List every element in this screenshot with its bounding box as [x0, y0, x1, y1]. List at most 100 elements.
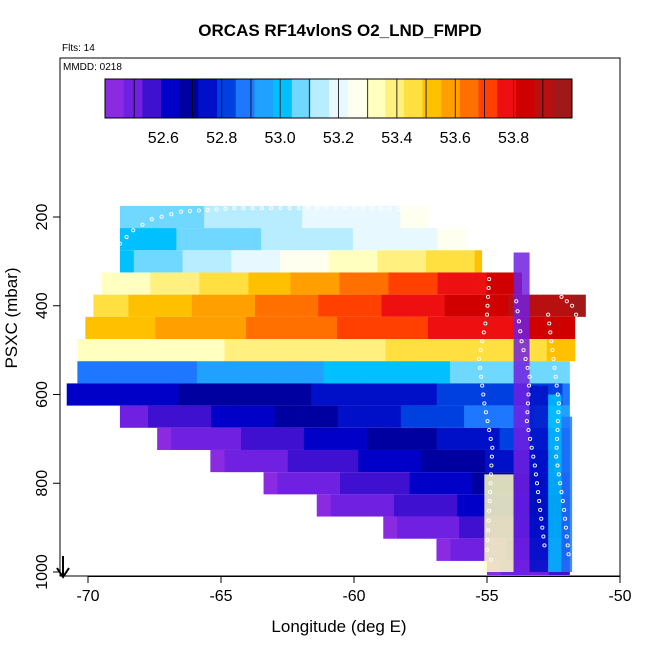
heatmap-cell-7-41 [365, 361, 374, 384]
heatmap-cell-12-11 [340, 472, 348, 495]
heatmap-cell-3-18 [227, 272, 235, 295]
heatmap-cell-1-48 [458, 228, 467, 251]
heatmap-cell-8-34 [304, 383, 312, 406]
heatmap-cell-4-30 [304, 294, 312, 317]
heatmap-cell-9-36 [372, 405, 381, 428]
heatmap-cell-5-66 [546, 316, 555, 340]
heatmap-cell-3-49 [444, 272, 452, 295]
profile-column-0 [484, 474, 514, 573]
heatmap-cell-9-27 [309, 405, 317, 428]
heatmap-cell-3-50 [451, 272, 459, 295]
heatmap-cell-0-3 [140, 205, 149, 229]
heatmap-cell-9-16 [232, 405, 240, 428]
heatmap-cell-6-66 [539, 339, 548, 362]
heatmap-cell-1-47 [451, 228, 460, 251]
heatmap-cell-14-14 [479, 516, 488, 539]
heatmap-cell-7-42 [372, 361, 381, 384]
heatmap-cell-1-36 [373, 228, 382, 251]
track-point-3-25 [564, 534, 569, 539]
heatmap-cell-4-34 [332, 294, 340, 317]
heatmap-cell-9-31 [337, 405, 346, 428]
heatmap-cell-5-37 [344, 316, 352, 340]
heatmap-cell-4-52 [458, 294, 467, 317]
heatmap-cell-2-35 [363, 250, 371, 273]
heatmap-cell-3-24 [269, 272, 277, 295]
heatmap-cell-3-17 [220, 272, 228, 295]
heatmap-cell-12-27 [451, 472, 459, 495]
track-point-3-18 [556, 472, 561, 477]
track-point-2-12 [525, 410, 530, 415]
track-point-2-26 [541, 534, 546, 539]
heatmap-cell-12-16 [374, 472, 383, 495]
heatmap-cell-3-12 [185, 272, 193, 295]
heatmap-cell-5-45 [399, 316, 408, 340]
heatmap-cell-13-0 [316, 494, 325, 517]
track-point-2-10 [526, 392, 531, 397]
heatmap-cell-10-41 [443, 427, 452, 450]
heatmap-cell-0-2 [133, 205, 142, 229]
heatmap-cell-6-8 [133, 339, 141, 362]
heatmap-cell-11-10 [280, 449, 289, 473]
heatmap-cell-10-44 [464, 427, 473, 450]
heatmap-cell-12-17 [381, 472, 390, 495]
heatmap-cell-15-2 [450, 538, 458, 561]
heatmap-cell-10-15 [261, 427, 270, 450]
colorbar-tick-label: 52.6 [148, 130, 179, 147]
track-point-2-14 [526, 427, 531, 433]
heatmap-cell-9-21 [267, 405, 275, 428]
track-point-4-2 [570, 303, 575, 308]
heatmap-cell-13-10 [386, 494, 395, 517]
heatmap-cell-4-35 [339, 294, 347, 317]
colorbar-tick-label: 53.0 [265, 130, 296, 147]
heatmap-cell-13-6 [358, 494, 367, 517]
heatmap-cell-7-69 [562, 361, 570, 384]
heatmap-cell-7-10 [147, 361, 156, 384]
track-point-2-9 [526, 383, 532, 388]
track-point-2-16 [529, 445, 534, 450]
heatmap-cell-6-18 [203, 339, 211, 362]
heatmap-cell-4-0 [93, 294, 101, 317]
heatmap-cell-3-15 [206, 272, 214, 295]
heatmap-cell-0-37 [379, 205, 387, 229]
heatmap-cell-8-38 [332, 383, 340, 406]
track-point-3-26 [565, 543, 570, 548]
heatmap-cell-3-58 [507, 272, 515, 295]
heatmap-cell-8-6 [108, 383, 116, 406]
heatmap-cell-7-55 [464, 361, 472, 384]
heatmap-cell-9-63 [562, 405, 570, 428]
track-point-2-13 [524, 419, 529, 424]
track-point-0-17 [269, 206, 274, 211]
track-point-1-7 [485, 303, 490, 308]
heatmap-cell-6-0 [77, 339, 85, 362]
heatmap-cell-2-45 [432, 250, 441, 273]
heatmap-cell-9-49 [464, 405, 472, 428]
heatmap-cell-2-19 [252, 250, 260, 273]
heatmap-cell-8-8 [122, 383, 130, 406]
track-point-2-24 [539, 516, 544, 521]
heatmap-cell-5-69 [567, 316, 576, 340]
heatmap-cell-5-68 [560, 316, 569, 340]
heatmap-cell-5-46 [406, 316, 415, 340]
heatmap-cell-1-15 [225, 228, 234, 251]
heatmap-cell-1-43 [423, 228, 431, 251]
heatmap-cell-12-23 [423, 472, 431, 495]
heatmap-cell-5-14 [183, 316, 191, 340]
heatmap-cell-10-23 [317, 427, 326, 450]
heatmap-cell-0-19 [253, 205, 261, 229]
heatmap-cell-8-2 [80, 383, 89, 406]
track-point-2-6 [523, 356, 528, 362]
heatmap-cell-4-22 [247, 294, 256, 317]
heatmap-cell-8-31 [283, 383, 291, 406]
heatmap-layer [66, 205, 586, 575]
heatmap-cell-13-4 [344, 494, 353, 517]
heatmap-cell-7-46 [400, 361, 409, 384]
heatmap-cell-6-60 [497, 339, 506, 362]
heatmap-cell-11-31 [428, 449, 437, 473]
heatmap-cell-2-48 [453, 250, 462, 273]
heatmap-cell-1-37 [381, 228, 389, 251]
heatmap-cell-11-11 [287, 449, 296, 473]
heatmap-cell-11-24 [379, 449, 387, 473]
heatmap-cell-7-8 [133, 361, 142, 384]
heatmap-cell-10-31 [373, 427, 382, 450]
heatmap-cell-5-25 [260, 316, 268, 340]
